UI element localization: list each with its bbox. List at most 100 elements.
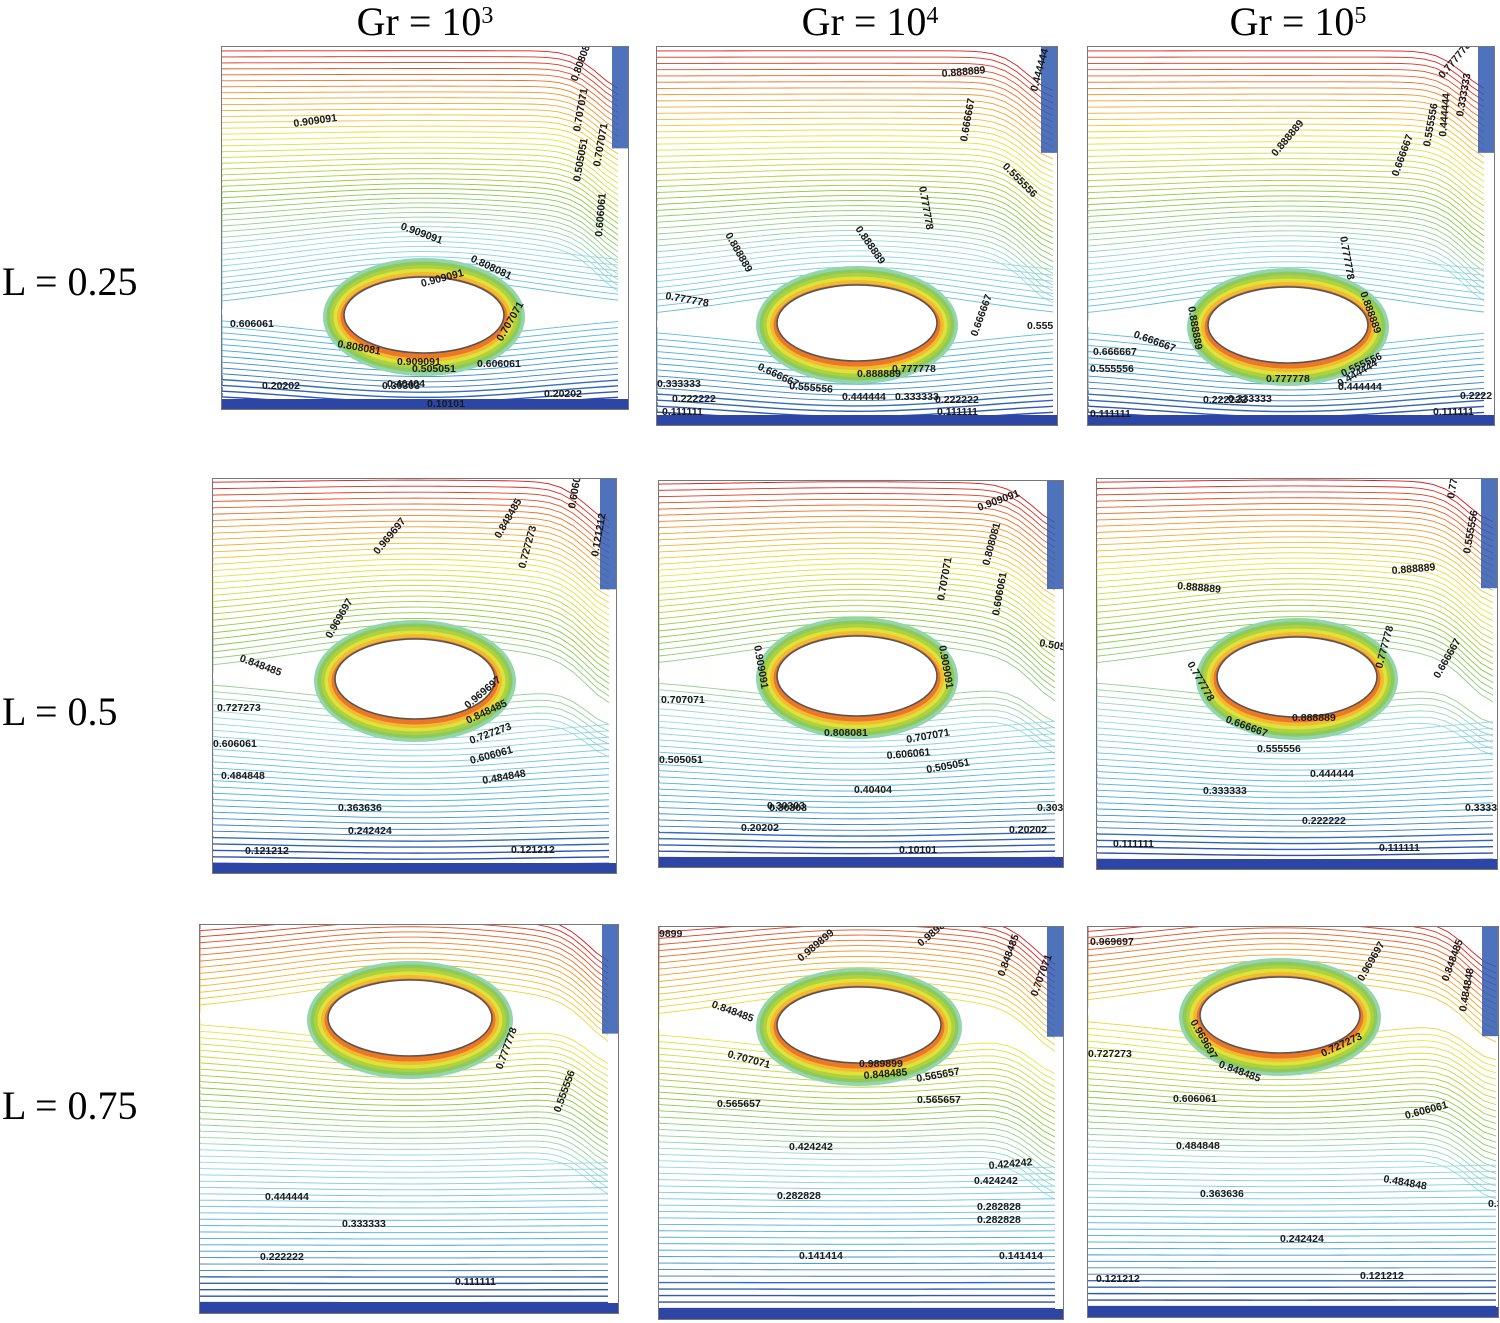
column-header-base: Gr = 10	[801, 0, 927, 44]
isotherm-line	[1088, 1073, 1497, 1118]
isotherm-line	[1088, 1105, 1497, 1149]
isotherm-line	[1088, 1086, 1497, 1131]
isotherm-line	[222, 168, 619, 213]
isotherm-line	[213, 764, 610, 779]
contour-label: 0.606061	[230, 318, 274, 330]
contour-label: 0.444444	[265, 1191, 309, 1203]
isotherm-line	[222, 251, 619, 279]
isotherm-line	[222, 142, 619, 184]
isotherm-line	[1097, 520, 1494, 567]
isotherm-line	[1097, 536, 1494, 585]
isotherm-line	[213, 738, 610, 757]
isotherm-line	[213, 816, 610, 825]
isotherm-line	[659, 526, 1056, 573]
isotherm-line	[659, 578, 1056, 634]
isotherm-line	[1088, 927, 1497, 980]
isotherm-line	[657, 240, 1054, 298]
isotherm-line	[1088, 1066, 1497, 1112]
isotherm-line	[657, 87, 1054, 129]
contour-label: 0.282828	[977, 1214, 1021, 1226]
isotherm-line	[659, 747, 1056, 765]
isotherm-line	[1097, 599, 1494, 659]
cold-bottom-wall	[222, 399, 628, 409]
contour-label: 0.20202	[262, 380, 300, 392]
isotherm-line	[200, 1218, 609, 1221]
isotherm-line	[200, 925, 609, 974]
contour-plot: 0.888889 0.4444440.6666670.5555560.777778…	[657, 47, 1057, 425]
isotherm-line	[1097, 573, 1494, 628]
isotherm-line	[1088, 1099, 1497, 1143]
cold-bottom-wall	[657, 415, 1057, 425]
isotherm-line	[1097, 547, 1494, 597]
contour-label: 0.565657	[717, 1098, 761, 1110]
isotherm-line	[659, 754, 1056, 770]
isotherm-line	[213, 574, 610, 628]
contour-label: 0.848485	[863, 1066, 908, 1082]
isotherm-line	[1088, 225, 1485, 278]
contour-panel-l05-gr1e5: 0.888889 0.888889 0.777778 0.777778 0.666667…	[1096, 478, 1498, 870]
isotherm-line	[1088, 1235, 1497, 1237]
isotherm-line	[200, 1167, 609, 1173]
isotherm-line	[659, 532, 1056, 579]
contour-label: 0.777778	[892, 363, 936, 375]
contour-label: 0.555556	[789, 380, 834, 396]
column-header-gr-1e4: Gr = 104	[802, 0, 939, 44]
isotherm-line	[1088, 174, 1485, 219]
isotherm-line	[659, 773, 1056, 787]
contour-plot: 0.7777780.5555560.4444440.3333330.222222…	[200, 925, 618, 1313]
isotherm-line	[659, 493, 1056, 536]
contour-label: 0.505051	[412, 363, 456, 375]
contour-panel-l025-gr1e5: 0.777778 0.333333 0.555556 0.444444 0.666667…	[1087, 46, 1495, 426]
isotherm-line	[1088, 1209, 1497, 1212]
isotherm-line	[659, 1126, 1056, 1169]
contour-panel-l025-gr1e3: 0.909091 0.909091 0.909091 0.808081 0.808081…	[221, 46, 629, 410]
column-header-exponent: 4	[926, 3, 939, 29]
contour-label: 0.121212	[245, 845, 289, 857]
isotherm-line	[1097, 832, 1494, 839]
contour-label: 0.333333	[657, 378, 701, 390]
isotherm-line	[657, 184, 1054, 233]
isotherm-line	[659, 589, 1056, 646]
isotherm-line	[1088, 1183, 1497, 1188]
isotherm-line	[1088, 377, 1485, 396]
isotherm-line	[213, 797, 610, 807]
contour-label: 0.606061	[213, 738, 257, 750]
isotherm-line	[659, 1230, 1056, 1233]
isotherm-line	[200, 1199, 609, 1203]
heated-cylinder	[343, 276, 505, 354]
isotherm-line	[659, 843, 1056, 849]
isotherm-line	[659, 805, 1056, 814]
isotherm-line	[659, 766, 1056, 781]
isotherm-line	[659, 929, 1056, 983]
isotherm-line	[659, 818, 1056, 826]
isotherm-line	[1088, 146, 1485, 189]
contour-label: 0.565657	[917, 1094, 961, 1106]
isotherm-line	[657, 135, 1054, 178]
isotherm-line	[1097, 806, 1494, 816]
isotherm-line	[1088, 250, 1485, 277]
isotherm-line	[1097, 839, 1494, 845]
isotherm-line	[222, 163, 619, 207]
contour-label: 0.222222	[672, 393, 716, 405]
isotherm-line	[200, 931, 609, 986]
isotherm-line	[1088, 75, 1485, 114]
isotherm-line	[659, 830, 1056, 837]
contour-label: 0.444444	[1437, 92, 1453, 137]
isotherm-line	[1088, 1112, 1497, 1156]
isotherm-line	[659, 1184, 1056, 1190]
contour-label: 0.242424	[1280, 1233, 1324, 1245]
isotherm-line	[659, 610, 1056, 670]
isotherm-line	[222, 197, 619, 247]
contour-label: 0.888889	[1292, 712, 1336, 724]
isotherm-line	[200, 926, 609, 980]
isotherm-line	[1097, 491, 1494, 535]
isotherm-line	[200, 1102, 609, 1145]
isotherm-line	[1088, 1138, 1497, 1181]
isotherm-line	[200, 1090, 609, 1133]
contour-label: 0.333333	[342, 1218, 386, 1230]
isotherm-line	[659, 1178, 1056, 1184]
isotherm-line	[657, 93, 1054, 135]
isotherm-line	[1088, 1222, 1497, 1225]
isotherm-line	[222, 152, 619, 196]
